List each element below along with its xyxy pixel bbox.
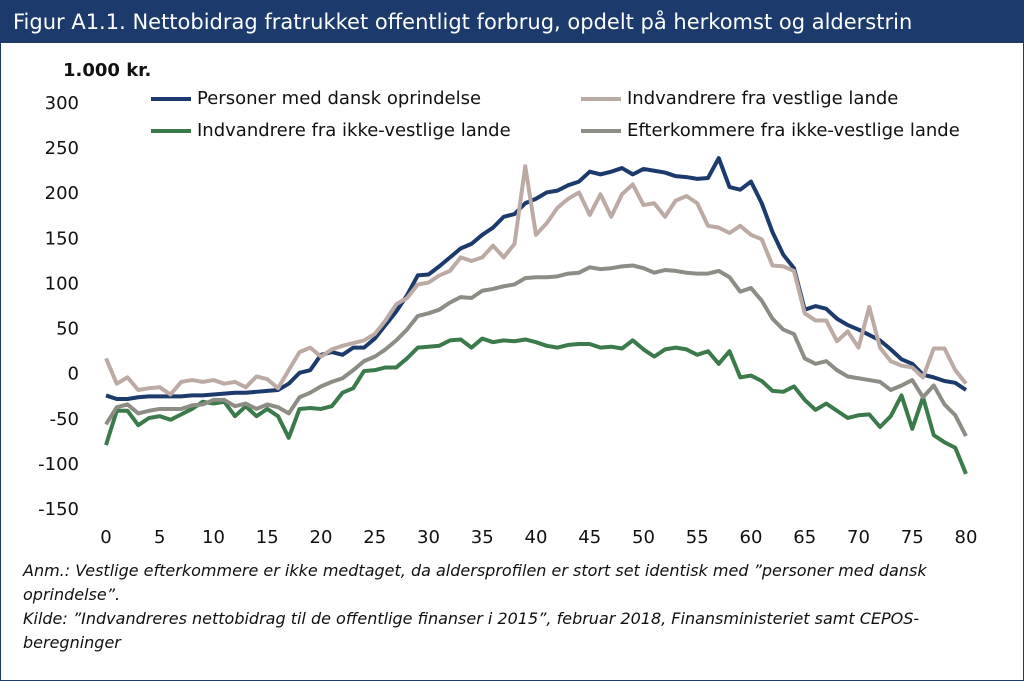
- line: [104, 263, 968, 437]
- line: [105, 156, 968, 402]
- x-tick-label: 50: [632, 527, 655, 548]
- x-tick-label: 30: [417, 527, 440, 548]
- chart-title: Figur A1.1. Nettobidrag fratrukket offen…: [1, 1, 1023, 43]
- x-tick-label: 25: [363, 527, 386, 548]
- note: Kilde: ”Indvandreres nettobidrag til de …: [23, 609, 920, 652]
- x-tick-label: 60: [740, 527, 763, 548]
- x-tick-label: 80: [955, 527, 978, 548]
- x-tick-label: 65: [793, 527, 816, 548]
- y-axis-label: 1.000 kr.: [63, 60, 151, 81]
- y-tick-label: 200: [45, 183, 79, 204]
- y-tick-label: -50: [50, 409, 79, 430]
- x-tick-label: 75: [901, 527, 924, 548]
- x-tick-label: 5: [154, 527, 165, 548]
- x-tick-label: 35: [471, 527, 494, 548]
- x-tick-label: 40: [525, 527, 548, 548]
- note: Anm.: Vestlige efterkommere er ikke medt…: [23, 561, 927, 604]
- y-tick-label: 50: [56, 319, 79, 340]
- notes: Anm.: Vestlige efterkommere er ikke medt…: [23, 559, 1003, 655]
- y-tick-label: 0: [68, 364, 79, 385]
- x-tick-label: 55: [686, 527, 709, 548]
- line: [104, 336, 968, 475]
- y-tick-label: 300: [45, 93, 79, 114]
- x-tick-label: 15: [256, 527, 279, 548]
- y-tick-label: 150: [45, 228, 79, 249]
- chart: 1.000 kr. -150 -100 -50 0 50 100 150 200 250 300 0…: [38, 60, 978, 548]
- x-tick-label: 70: [847, 527, 870, 548]
- y-tick-label: -100: [38, 454, 79, 475]
- legend-label: Efterkommere fra ikke-vestlige lande: [627, 120, 960, 141]
- x-tick-label: 20: [310, 527, 333, 548]
- legend-label: Indvandrere fra vestlige lande: [627, 88, 898, 109]
- y-tick-label: -150: [38, 499, 79, 520]
- x-tick-label: 0: [100, 527, 111, 548]
- y-tick-label: 100: [45, 273, 79, 294]
- line: [104, 164, 968, 397]
- y-tick-label: 250: [45, 138, 79, 159]
- x-tick-label: 45: [578, 527, 601, 548]
- legend-label: Indvandrere fra ikke-vestlige lande: [197, 120, 511, 141]
- legend-label: Personer med dansk oprindelse: [197, 88, 481, 109]
- x-tick-label: 10: [202, 527, 225, 548]
